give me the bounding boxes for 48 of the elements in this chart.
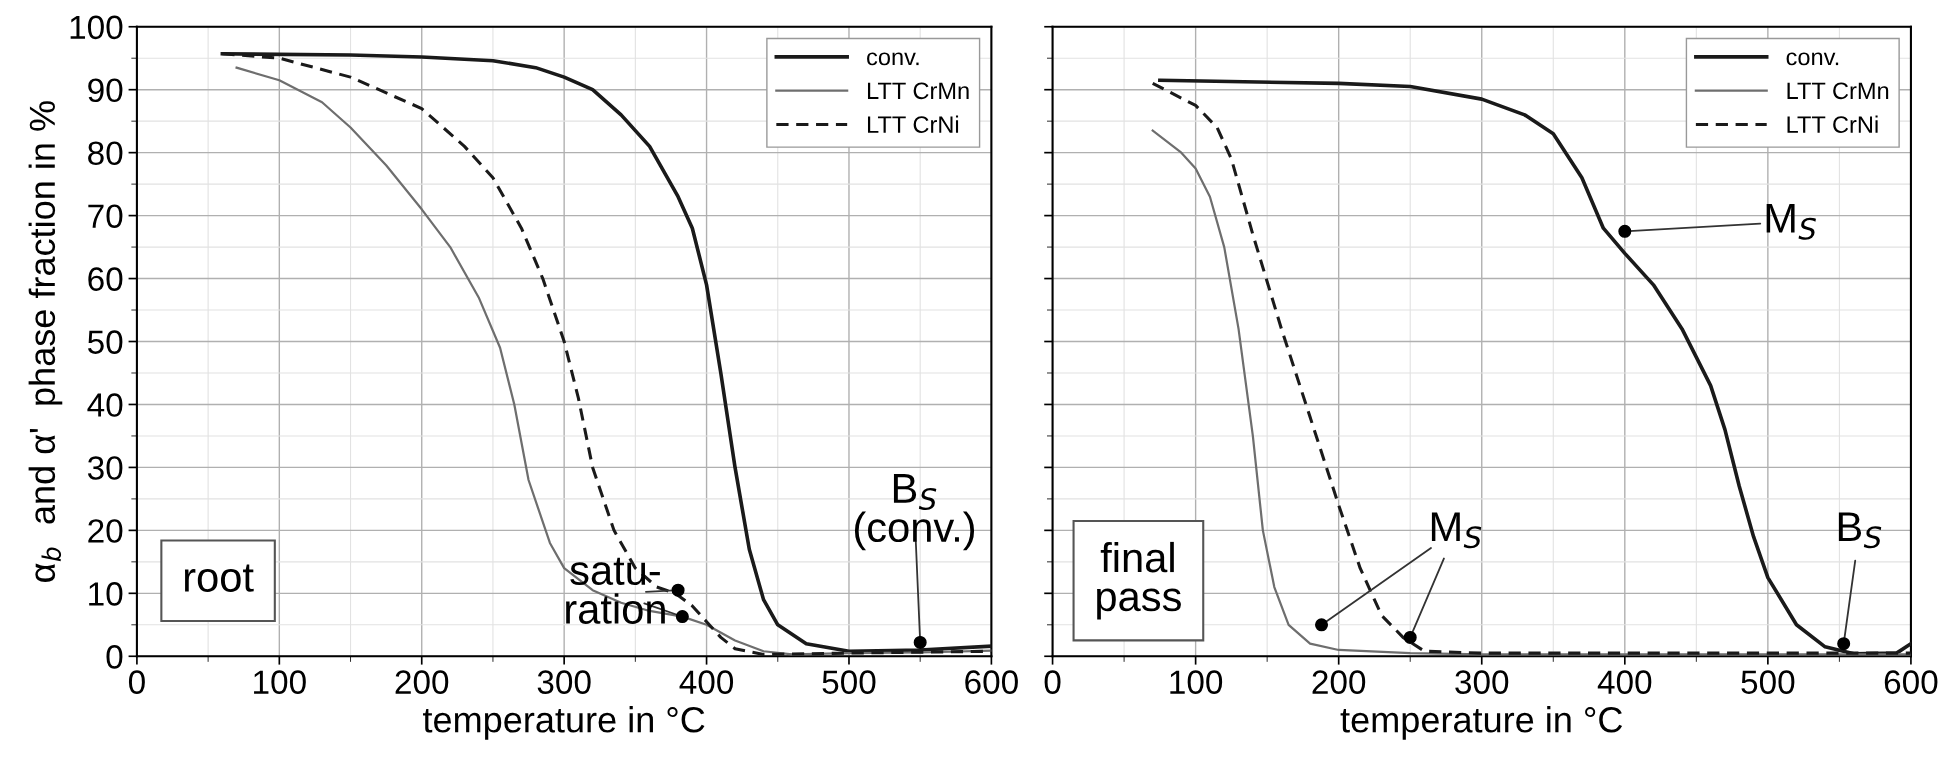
x-tick-label: 200 [395,670,449,694]
x-axis-title: temperature in °C [423,706,705,740]
annotation: M$_{S}$ [1431,512,1482,549]
y-tick-label: 90 [88,78,123,103]
y-tick-label: 30 [87,456,123,480]
point [913,635,927,649]
y-tick-label: 40 [87,393,123,417]
legend-label: conv. [867,52,919,66]
y-tick-label: 60 [88,267,123,291]
x-tick-label: 400 [1597,670,1652,694]
annotation: B$_{S}$ (conv.) [854,474,975,551]
point [1618,224,1632,238]
y-tick-label: 10 [89,582,123,606]
legend-label: LTT CrMn [867,82,969,100]
y-tick-label: 0 [106,645,123,669]
y-tick-label: 50 [87,330,123,354]
x-tick-label: 100 [1170,670,1223,694]
y-tick-label: 100 [70,15,123,40]
x-tick-label: 200 [1312,670,1366,694]
legend-label: conv. [1786,52,1839,66]
x-tick-label: 400 [679,670,734,694]
x-tick-label: 600 [965,670,1018,694]
point [671,583,685,597]
x-tick-label: 600 [1884,670,1938,694]
annotation: satu- ration [566,557,665,624]
x-tick-label: 500 [822,670,876,694]
point [1315,618,1329,632]
annotation: final pass [1097,541,1181,620]
point [1403,630,1417,644]
point [675,610,689,624]
x-tick-label: 100 [254,670,306,694]
y-axis-title: α$_{b}$ and α' phase fraction in % [28,101,63,582]
y-tick-label: 70 [88,204,123,229]
y-tick-label: 80 [88,141,123,166]
legend-label: LTT CrNi [867,115,959,133]
legend-label: LTT CrNi [1787,115,1878,133]
x-tick-label: 500 [1741,670,1795,694]
annotation: root [184,564,254,592]
point [1837,637,1851,651]
x-tick-label: 300 [537,670,591,694]
x-tick-label: 300 [1455,670,1509,694]
x-tick-label: 0 [1044,670,1061,694]
x-axis-title: temperature in °C [1340,706,1623,740]
x-tick-label: 0 [128,670,145,694]
annotation: B$_{S}$ [1838,512,1882,549]
legend-label: LTT CrMn [1787,82,1889,100]
annotation: M$_{S}$ [1766,203,1816,240]
y-tick-label: 20 [88,519,123,543]
